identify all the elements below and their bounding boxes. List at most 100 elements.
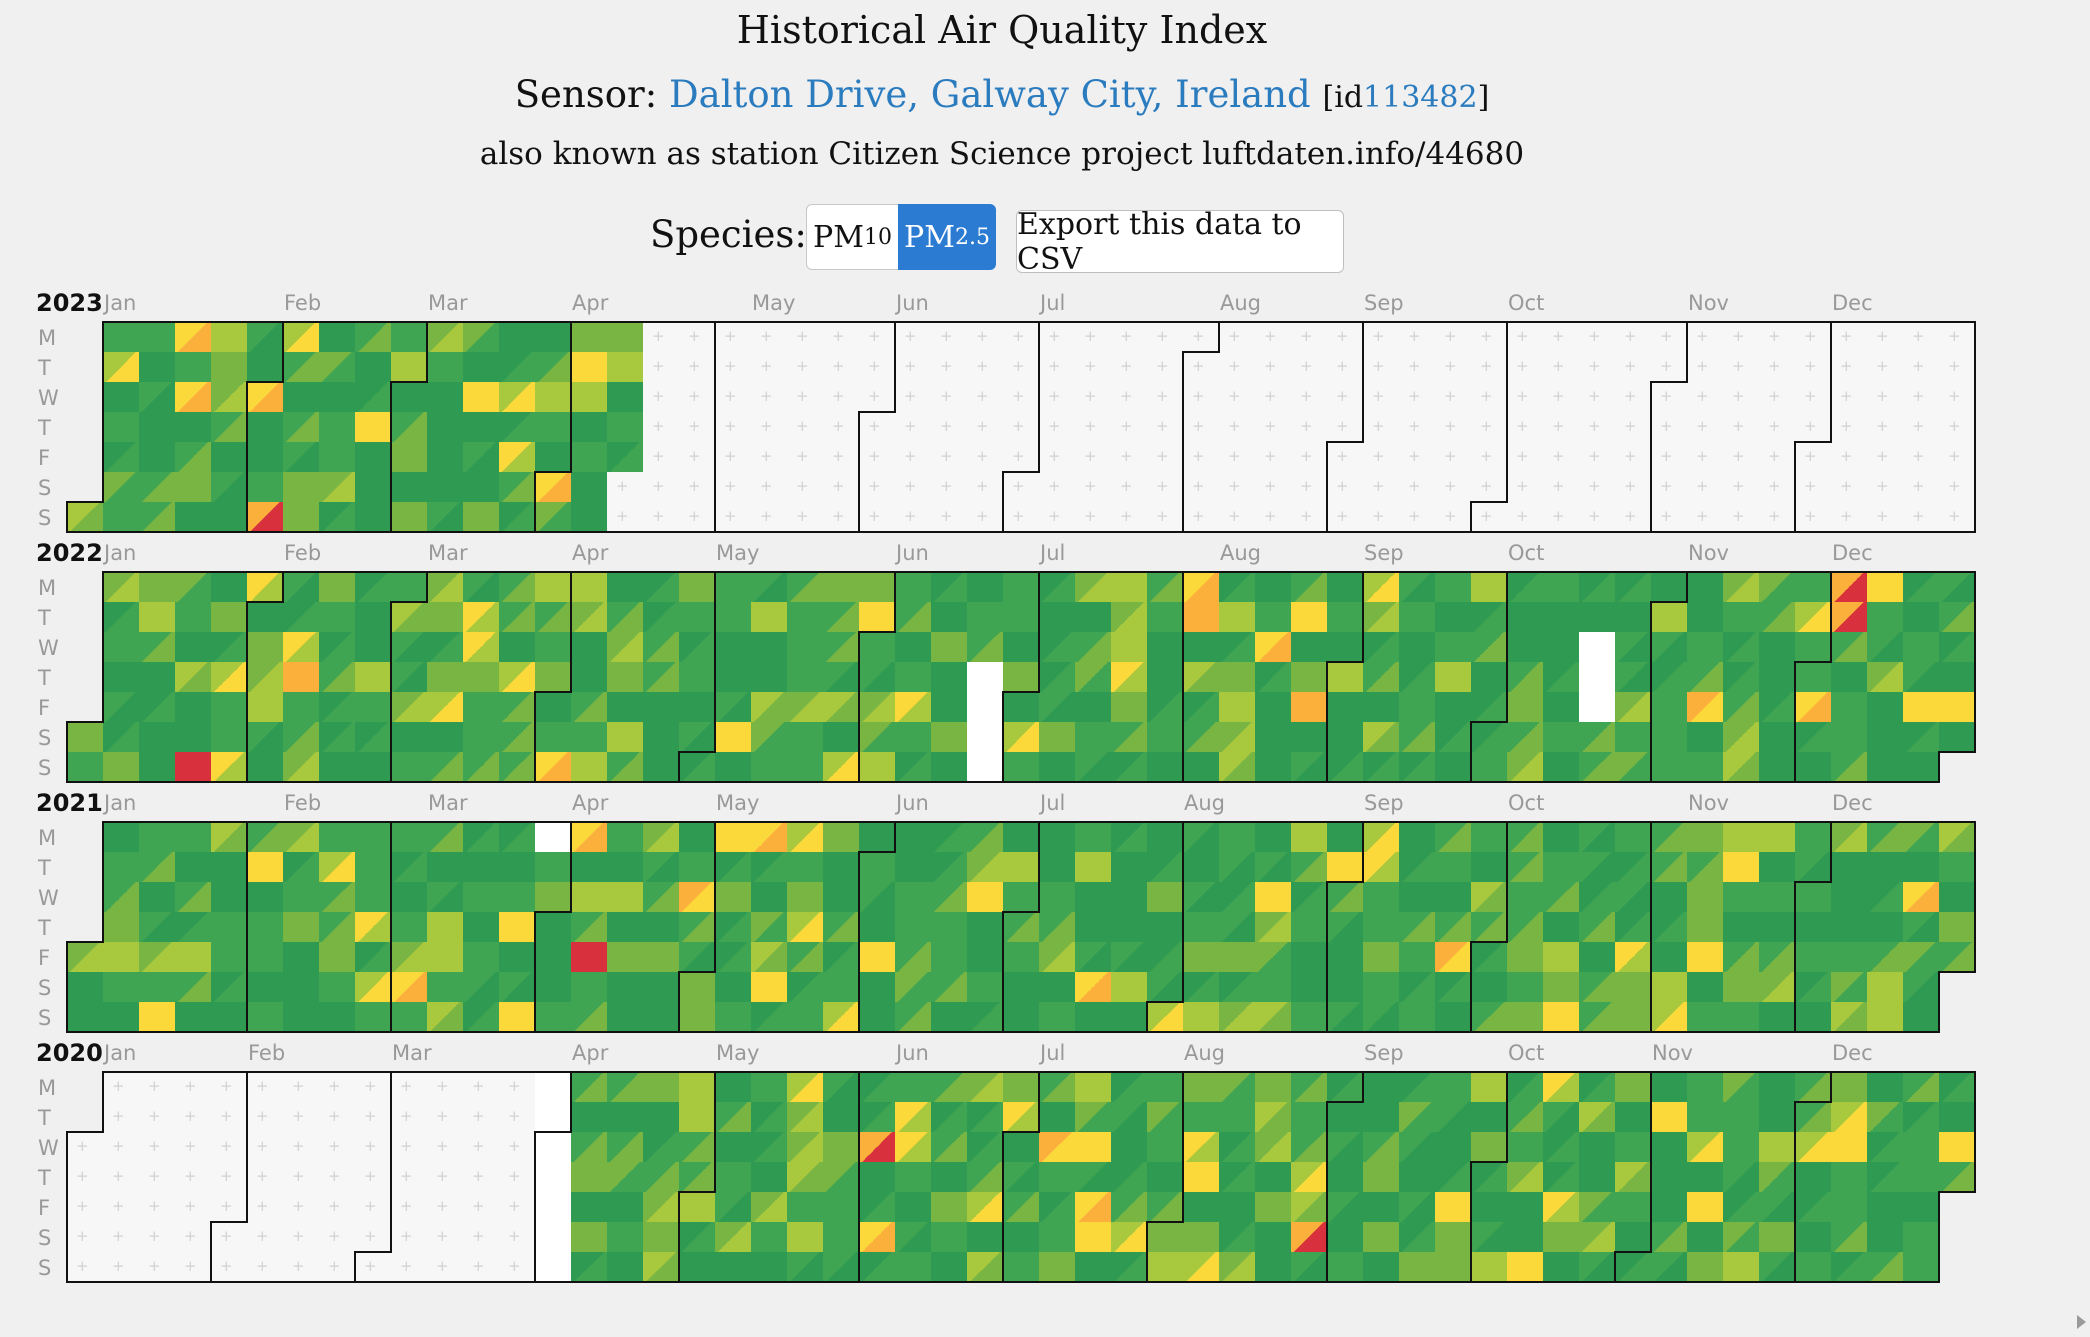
- day-cell[interactable]: [391, 822, 427, 852]
- day-cell[interactable]: [319, 322, 355, 352]
- day-cell[interactable]: [139, 912, 175, 942]
- day-cell[interactable]: [1903, 972, 1939, 1002]
- day-cell[interactable]: [1399, 912, 1435, 942]
- day-cell[interactable]: [1039, 972, 1075, 1002]
- day-cell[interactable]: [1327, 692, 1363, 722]
- day-cell[interactable]: [1507, 1192, 1543, 1222]
- day-cell[interactable]: [211, 602, 247, 632]
- day-cell[interactable]: [1543, 822, 1579, 852]
- day-cell[interactable]: [1723, 912, 1759, 942]
- day-cell[interactable]: [1795, 752, 1831, 782]
- day-cell[interactable]: [931, 822, 967, 852]
- day-cell[interactable]: [1939, 1162, 1975, 1192]
- day-cell[interactable]: [1327, 1222, 1363, 1252]
- day-cell[interactable]: [679, 1132, 715, 1162]
- day-cell[interactable]: [463, 822, 499, 852]
- day-cell[interactable]: [1183, 882, 1219, 912]
- day-cell[interactable]: [859, 1162, 895, 1192]
- day-cell[interactable]: [499, 752, 535, 782]
- day-cell[interactable]: [499, 972, 535, 1002]
- day-cell[interactable]: [1363, 1162, 1399, 1192]
- day-cell[interactable]: [499, 602, 535, 632]
- day-cell[interactable]: [499, 382, 535, 412]
- day-cell[interactable]: [787, 942, 823, 972]
- day-cell[interactable]: [247, 822, 283, 852]
- day-cell[interactable]: [1183, 602, 1219, 632]
- day-cell[interactable]: [1507, 1252, 1543, 1282]
- day-cell[interactable]: [355, 852, 391, 882]
- day-cell[interactable]: [1651, 912, 1687, 942]
- day-cell[interactable]: [1075, 972, 1111, 1002]
- day-cell[interactable]: [499, 352, 535, 382]
- day-cell[interactable]: [967, 1102, 1003, 1132]
- day-cell[interactable]: [895, 882, 931, 912]
- day-cell[interactable]: [823, 662, 859, 692]
- day-cell[interactable]: [1363, 1252, 1399, 1282]
- day-cell[interactable]: [607, 692, 643, 722]
- day-cell[interactable]: [175, 1002, 211, 1032]
- day-cell[interactable]: [427, 662, 463, 692]
- day-cell[interactable]: [1219, 572, 1255, 602]
- day-cell[interactable]: [1903, 882, 1939, 912]
- day-cell[interactable]: [1111, 1132, 1147, 1162]
- day-cell[interactable]: [1867, 1102, 1903, 1132]
- day-cell[interactable]: [1399, 1252, 1435, 1282]
- day-cell[interactable]: [319, 752, 355, 782]
- day-cell[interactable]: [1363, 632, 1399, 662]
- day-cell[interactable]: [427, 822, 463, 852]
- day-cell[interactable]: [283, 572, 319, 602]
- day-cell[interactable]: [535, 882, 571, 912]
- day-cell[interactable]: [751, 1162, 787, 1192]
- day-cell[interactable]: [391, 912, 427, 942]
- day-cell[interactable]: [283, 752, 319, 782]
- day-cell[interactable]: [283, 1002, 319, 1032]
- day-cell[interactable]: [1183, 1252, 1219, 1282]
- day-cell[interactable]: [1003, 822, 1039, 852]
- day-cell[interactable]: [1111, 912, 1147, 942]
- day-cell[interactable]: [1615, 1252, 1651, 1282]
- pm10-button[interactable]: PM 10: [806, 204, 899, 270]
- day-cell[interactable]: [283, 822, 319, 852]
- day-cell[interactable]: [1831, 1102, 1867, 1132]
- day-cell[interactable]: [1291, 852, 1327, 882]
- day-cell[interactable]: [1111, 852, 1147, 882]
- day-cell[interactable]: [463, 352, 499, 382]
- day-cell[interactable]: [1543, 692, 1579, 722]
- day-cell[interactable]: [1939, 602, 1975, 632]
- day-cell[interactable]: [1075, 752, 1111, 782]
- day-cell[interactable]: [463, 382, 499, 412]
- day-cell[interactable]: [1903, 1192, 1939, 1222]
- day-cell[interactable]: [751, 662, 787, 692]
- day-cell[interactable]: [1219, 692, 1255, 722]
- day-cell[interactable]: [391, 572, 427, 602]
- day-cell[interactable]: [1687, 752, 1723, 782]
- day-cell[interactable]: [103, 572, 139, 602]
- day-cell[interactable]: [211, 942, 247, 972]
- day-cell[interactable]: [1651, 942, 1687, 972]
- day-cell[interactable]: [139, 882, 175, 912]
- day-cell[interactable]: [1039, 752, 1075, 782]
- day-cell[interactable]: [283, 442, 319, 472]
- day-cell[interactable]: [247, 502, 283, 532]
- day-cell[interactable]: [1759, 1192, 1795, 1222]
- day-cell[interactable]: [607, 942, 643, 972]
- day-cell[interactable]: [103, 852, 139, 882]
- day-cell[interactable]: [715, 1132, 751, 1162]
- day-cell[interactable]: [139, 662, 175, 692]
- day-cell[interactable]: [823, 1002, 859, 1032]
- day-cell[interactable]: [1435, 572, 1471, 602]
- day-cell[interactable]: [1039, 1132, 1075, 1162]
- day-cell[interactable]: [823, 722, 859, 752]
- day-cell[interactable]: [319, 822, 355, 852]
- day-cell[interactable]: [1183, 942, 1219, 972]
- day-cell[interactable]: [139, 852, 175, 882]
- day-cell[interactable]: [247, 942, 283, 972]
- day-cell[interactable]: [1651, 1222, 1687, 1252]
- day-cell[interactable]: [1075, 662, 1111, 692]
- day-cell[interactable]: [283, 852, 319, 882]
- day-cell[interactable]: [1723, 972, 1759, 1002]
- day-cell[interactable]: [679, 1162, 715, 1192]
- day-cell[interactable]: [67, 752, 103, 782]
- day-cell[interactable]: [1795, 1222, 1831, 1252]
- day-cell[interactable]: [1003, 722, 1039, 752]
